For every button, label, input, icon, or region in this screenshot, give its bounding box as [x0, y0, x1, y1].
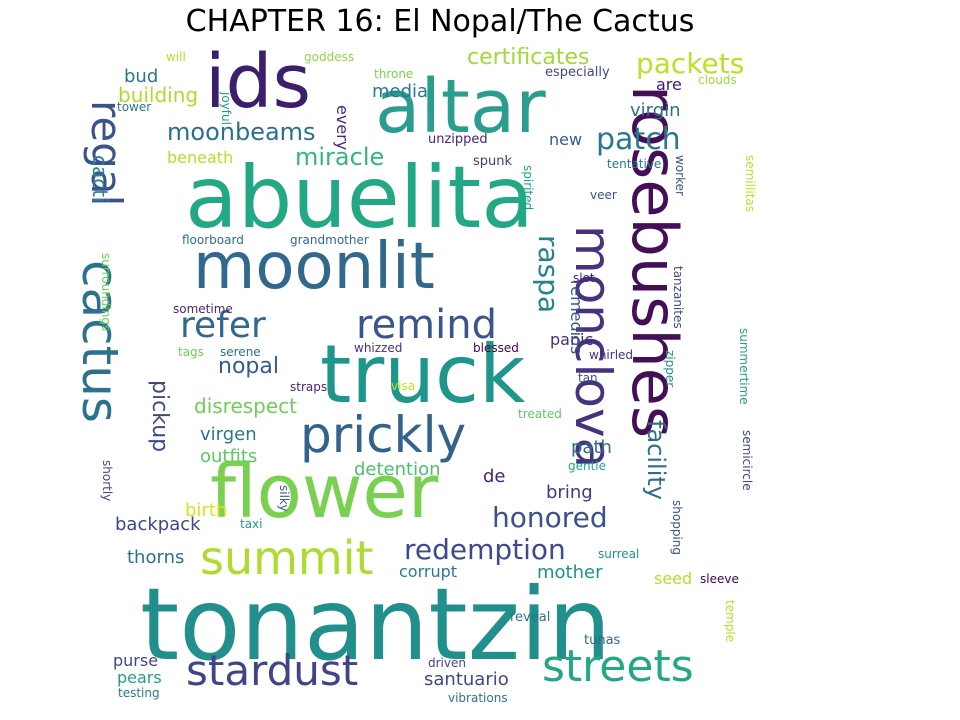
- word-streets: streets: [542, 641, 694, 692]
- word-joyful: joyful: [219, 92, 233, 125]
- word-shortly: shortly: [100, 460, 114, 502]
- word-santuario: santuario: [424, 669, 509, 690]
- word-moonlit: moonlit: [193, 230, 435, 304]
- word-tags: tags: [178, 345, 204, 359]
- word-redemption: redemption: [404, 533, 566, 566]
- word-seed: seed: [654, 569, 693, 588]
- word-veer: veer: [590, 188, 617, 202]
- word-shopping: shopping: [670, 500, 684, 555]
- word-unzipped: unzipped: [428, 132, 488, 147]
- word-cacti: cacti: [88, 155, 112, 203]
- word-clouds: clouds: [698, 73, 737, 87]
- word-testing: testing: [118, 686, 160, 700]
- word-beneath: beneath: [167, 148, 234, 167]
- word-certificates: certificates: [467, 45, 590, 70]
- word-floorboard: floorboard: [182, 233, 244, 247]
- word-sometime: sometime: [173, 302, 233, 316]
- word-flower: flower: [210, 449, 439, 535]
- word-summertime: summertime: [737, 328, 751, 405]
- word-remedios: remedios: [567, 280, 586, 355]
- word-purse: purse: [113, 651, 159, 670]
- word-virgin: virgin: [630, 100, 681, 121]
- word-new: new: [549, 130, 583, 149]
- word-spunk: spunk: [473, 154, 513, 169]
- word-blessed: blessed: [473, 341, 519, 355]
- word-vibrations: vibrations: [448, 691, 508, 705]
- word-detention: detention: [354, 459, 441, 480]
- word-tan: tan: [578, 371, 598, 385]
- word-bud: bud: [124, 66, 159, 87]
- word-slot: slot: [573, 271, 595, 285]
- word-abuelita: abuelita: [185, 148, 534, 248]
- word-outfits: outfits: [200, 446, 258, 467]
- word-tanzanites: tanzanites: [671, 266, 685, 329]
- word-worker: worker: [673, 155, 687, 196]
- word-especially: especially: [545, 65, 610, 80]
- word-semicircle: semicircle: [740, 430, 754, 491]
- word-packets: packets: [636, 47, 745, 80]
- word-patch: patch: [596, 122, 681, 157]
- word-tunas: tunas: [584, 633, 621, 648]
- word-honored: honored: [492, 501, 608, 534]
- word-backpack: backpack: [115, 514, 201, 535]
- word-gentle: gentle: [568, 459, 607, 473]
- word-straps: straps: [290, 380, 328, 394]
- word-visa: visa: [391, 379, 416, 393]
- word-refer: refer: [180, 305, 266, 346]
- word-miracle: miracle: [295, 143, 385, 171]
- word-throne: throne: [374, 67, 414, 81]
- word-tower: tower: [117, 100, 152, 114]
- word-are: are: [656, 75, 682, 94]
- word-path: path: [571, 437, 612, 458]
- word-virgen: virgen: [200, 424, 257, 445]
- word-grandmother: grandmother: [290, 233, 369, 247]
- word-raspa: raspa: [532, 235, 565, 314]
- word-pears: pears: [117, 668, 162, 687]
- word-treated: treated: [518, 407, 562, 421]
- word-temple: temple: [723, 600, 737, 643]
- word-reveal: reveal: [510, 610, 551, 625]
- word-disrespect: disrespect: [194, 394, 298, 418]
- word-corrupt: corrupt: [399, 562, 458, 581]
- word-media: media: [372, 81, 429, 102]
- word-driven: driven: [428, 656, 466, 670]
- word-building: building: [118, 83, 199, 107]
- word-bring: bring: [546, 482, 593, 503]
- word-tentative: tentative: [607, 157, 662, 171]
- chart-title: CHAPTER 16: El Nopal/The Cactus: [185, 4, 695, 39]
- word-zipper: zipper: [663, 350, 677, 388]
- word-de: de: [483, 466, 506, 487]
- word-tonantzin: tonantzin: [140, 566, 612, 683]
- word-silky: silky: [277, 485, 291, 512]
- word-ids: ids: [205, 39, 312, 125]
- word-summit: summit: [200, 531, 374, 585]
- word-panic: panic: [550, 330, 594, 349]
- word-altar: altar: [375, 64, 546, 150]
- word-spirited: spirited: [521, 165, 535, 211]
- word-every: every: [333, 105, 352, 151]
- word-stardust: stardust: [186, 646, 359, 695]
- word-birth: birth: [185, 500, 228, 521]
- word-taxi: taxi: [240, 517, 263, 531]
- word-nopal: nopal: [218, 354, 279, 379]
- word-thorns: thorns: [127, 547, 185, 568]
- word-mother: mother: [537, 562, 603, 583]
- word-pickup: pickup: [147, 380, 172, 453]
- word-whirled: whirled: [589, 348, 634, 362]
- word-will: will: [166, 50, 186, 64]
- word-whizzed: whizzed: [354, 341, 403, 355]
- word-sleeve: sleeve: [700, 572, 739, 586]
- word-truck: truck: [320, 328, 526, 421]
- word-semillitas: semillitas: [743, 155, 757, 212]
- word-prickly: prickly: [300, 406, 467, 464]
- word-goddess: goddess: [304, 50, 355, 64]
- word-surroundings: surroundings: [99, 253, 113, 332]
- word-serene: serene: [220, 345, 261, 359]
- word-moonbeams: moonbeams: [167, 118, 316, 146]
- word-facility: facility: [642, 420, 670, 500]
- word-remind: remind: [356, 302, 497, 348]
- word-surreal: surreal: [598, 547, 640, 561]
